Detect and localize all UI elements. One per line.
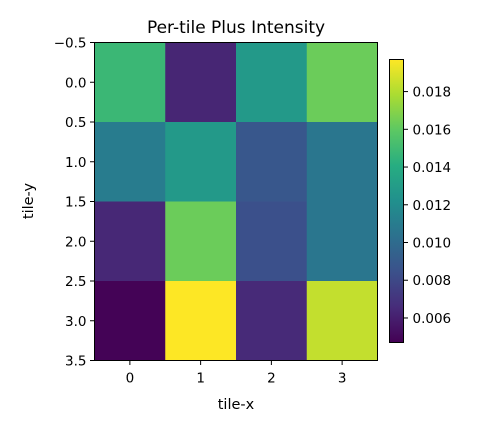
heatmap-cell-3-2 — [236, 281, 308, 361]
y-tick-label: 0.5 — [65, 115, 86, 131]
heatmap-cell-2-1 — [165, 201, 237, 282]
x-tick-label: 0 — [126, 371, 135, 387]
colorbar-tick-label: 0.016 — [413, 122, 452, 138]
y-tick-label: 3.5 — [65, 354, 86, 370]
heatmap-cell-2-2 — [236, 201, 308, 282]
y-axis: −0.5 0.0 0.5 1.0 1.5 2.0 2.5 3.0 3.5 — [54, 36, 95, 370]
heatmap-cells — [94, 42, 378, 361]
heatmap-cell-3-1 — [165, 281, 237, 361]
x-tick-label: 1 — [196, 371, 205, 387]
x-tick-label: 2 — [267, 371, 276, 387]
heatmap-cell-3-3 — [306, 281, 378, 361]
colorbar: 0.006 0.008 0.010 0.012 0.014 0.016 0.018 — [389, 59, 452, 343]
heatmap-cell-0-3 — [306, 42, 378, 123]
colorbar-tick-label: 0.018 — [413, 85, 452, 101]
heatmap-cell-2-0 — [94, 201, 166, 282]
heatmap-cell-1-1 — [165, 122, 237, 202]
y-tick-label: −0.5 — [54, 36, 87, 52]
heatmap-cell-0-2 — [236, 42, 308, 123]
y-tick-label: 1.0 — [65, 155, 86, 171]
x-axis-label: tile-x — [218, 397, 255, 413]
y-tick-label: 1.5 — [65, 195, 86, 211]
y-axis-label: tile-y — [21, 182, 37, 219]
colorbar-tick-label: 0.010 — [413, 236, 452, 252]
x-axis: 0 1 2 3 — [126, 360, 347, 387]
colorbar-gradient — [389, 59, 404, 343]
heatmap-cell-0-1 — [165, 42, 237, 123]
colorbar-tick-label: 0.006 — [413, 311, 452, 327]
heatmap-cell-3-0 — [94, 281, 166, 361]
heatmap-cell-1-2 — [236, 122, 308, 202]
heatmap-cell-1-0 — [94, 122, 166, 202]
y-tick-label: 3.0 — [65, 314, 86, 330]
y-tick-label: 2.5 — [65, 274, 86, 290]
colorbar-tick-label: 0.012 — [413, 198, 452, 214]
colorbar-tick-label: 0.014 — [413, 160, 452, 176]
colorbar-frame — [389, 59, 404, 343]
y-tick-label: 2.0 — [65, 234, 86, 250]
chart-title: Per-tile Plus Intensity — [147, 18, 325, 38]
x-tick-label: 3 — [338, 371, 347, 387]
y-tick-label: 0.0 — [65, 75, 86, 91]
heatmap-cell-0-0 — [94, 42, 166, 123]
heatmap-cell-1-3 — [306, 122, 378, 202]
colorbar-tick-label: 0.008 — [413, 273, 452, 289]
heatmap-cell-2-3 — [306, 201, 378, 282]
